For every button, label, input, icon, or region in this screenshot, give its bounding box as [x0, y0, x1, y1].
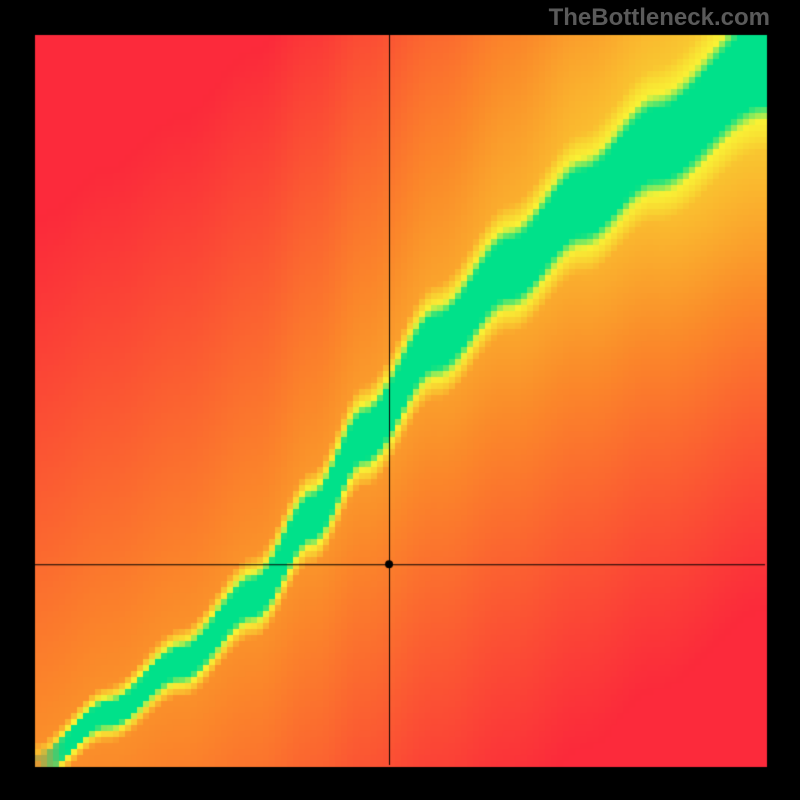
chart-container: TheBottleneck.com — [0, 0, 800, 800]
watermark-text: TheBottleneck.com — [549, 4, 770, 32]
heatmap-canvas — [0, 0, 800, 800]
